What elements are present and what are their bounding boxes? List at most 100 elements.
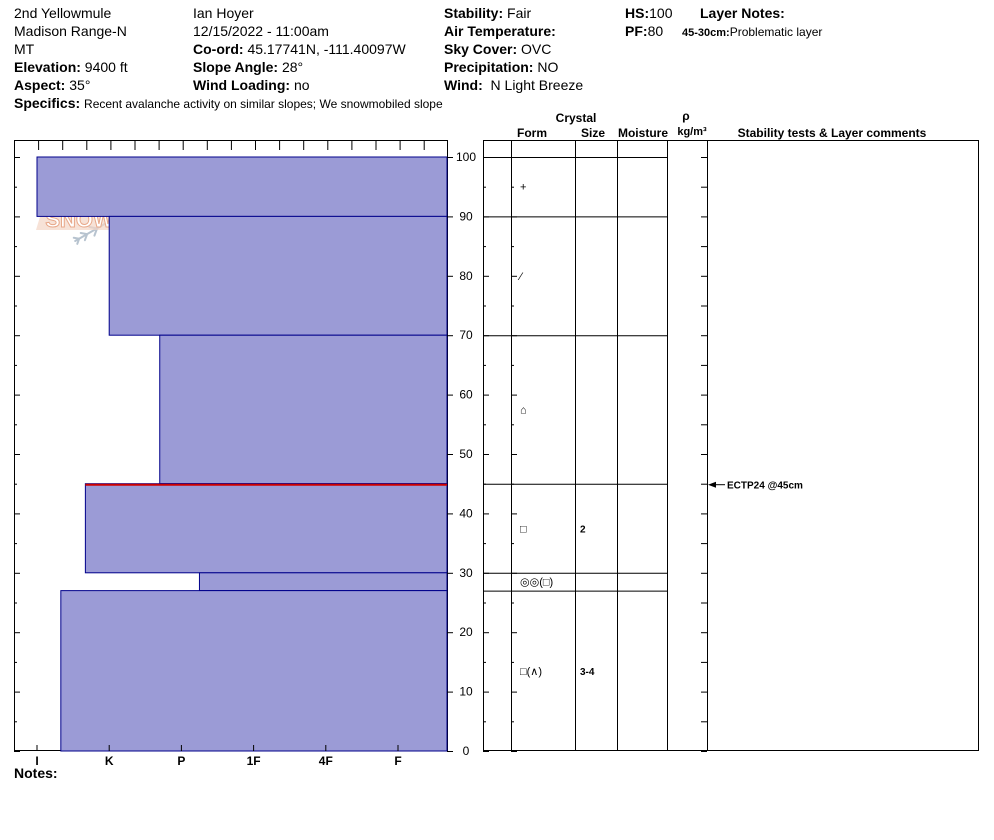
sky-cover: Sky Cover: OVC: [444, 40, 551, 58]
specifics-label: Specifics:: [14, 95, 81, 111]
table-layer-lines: [483, 157, 667, 592]
coordinates: Co-ord: 45.17741N, -111.40097W: [193, 40, 406, 58]
location-name: 2nd Yellowmule: [14, 5, 112, 21]
depth-axis-labels: 0 10 20 30 40 50 60 70 80 90 100: [447, 150, 476, 758]
state-name: MT: [14, 41, 35, 57]
slope-value: 28°: [281, 59, 304, 75]
elevation: Elevation: 9400 ft: [14, 58, 128, 76]
wind-value: N Light Breeze: [490, 77, 584, 93]
range-name: Madison Range-N: [14, 23, 127, 39]
slope-angle: Slope Angle: 28°: [193, 58, 303, 76]
hardness-layer-bar: [36, 156, 448, 217]
crystal-form-symbol: ⁄: [517, 271, 524, 283]
precip-value: NO: [537, 59, 559, 75]
wind-loading-label: Wind Loading:: [193, 77, 291, 93]
hardness-bars: [36, 156, 448, 752]
depth-label: 90: [459, 209, 473, 223]
precip-label: Precipitation:: [444, 59, 534, 75]
hardness-label: F: [394, 754, 401, 768]
depth-label: 10: [459, 685, 473, 699]
pf-label: PF:: [625, 23, 648, 39]
crystal-header: Crystal: [556, 111, 597, 125]
stability: Stability: Fair: [444, 4, 531, 22]
aspect-value: 35°: [69, 77, 91, 93]
hardness-layer-bar: [198, 572, 448, 592]
wind-label: Wind:: [444, 77, 483, 93]
wind-loading: Wind Loading: no: [193, 76, 310, 94]
depth-label: 0: [463, 744, 470, 758]
stability-label: Stability:: [444, 5, 504, 21]
hardness-layer-bar: [108, 215, 448, 336]
density-unit: kg/m³: [677, 126, 707, 138]
coord-label: Co-ord:: [193, 41, 244, 57]
density-symbol: ρ: [682, 109, 689, 123]
snow-height: HS:100: [625, 4, 672, 22]
stability-test-label: ECTP24 @45cm: [727, 481, 803, 492]
crystal-size-values: 2 3-4: [580, 524, 595, 678]
layer-note-text: Problematic layer: [729, 25, 823, 39]
stability-test-arrowhead: [708, 481, 716, 488]
crystal-form-symbol: +: [520, 182, 526, 194]
notes-label: Notes:: [14, 765, 58, 781]
depth-label: 30: [459, 566, 473, 580]
crystal-form-symbol: ⌂: [520, 404, 527, 416]
stability-header: Stability tests & Layer comments: [738, 126, 927, 140]
hardness-layer-bar: [60, 590, 448, 752]
aspect: Aspect: 35°: [14, 76, 90, 94]
depth-label: 50: [459, 447, 473, 461]
stability-value: Fair: [507, 5, 532, 21]
left-ticks: [14, 157, 20, 752]
crystal-form-symbol: □: [520, 523, 527, 535]
table-depth-ticks: [483, 157, 707, 752]
form-header: Form: [517, 126, 547, 140]
observer-name: Ian Hoyer: [193, 5, 254, 21]
sky-value: OVC: [521, 41, 552, 57]
pit-depth: PF:80: [625, 22, 663, 40]
specifics: Specifics: Recent avalanche activity on …: [14, 94, 448, 113]
specifics-value: Recent avalanche activity on similar slo…: [84, 97, 443, 111]
snowflake-branch: [83, 233, 89, 242]
crystal-form-symbols: + ⁄ ⌂ □ ◎◎(□) □(∧): [517, 182, 553, 678]
hardness-layer-bar: [159, 334, 448, 485]
elevation-label: Elevation:: [14, 59, 81, 75]
slope-label: Slope Angle:: [193, 59, 279, 75]
precipitation: Precipitation: NO: [444, 58, 558, 76]
size-header: Size: [581, 126, 605, 140]
depth-label: 40: [459, 506, 473, 520]
layer-notes-label: Layer Notes:: [700, 5, 785, 21]
depth-label: 80: [459, 269, 473, 283]
depth-label: 70: [459, 328, 473, 342]
elevation-value: 9400 ft: [84, 59, 128, 75]
sky-label: Sky Cover:: [444, 41, 518, 57]
depth-label: 60: [459, 388, 473, 402]
top-ticks: [14, 140, 425, 150]
hardness-label: 4F: [319, 754, 333, 768]
air-temp-label: Air Temperature:: [444, 23, 556, 39]
hardness-label: I: [35, 754, 38, 768]
air-temperature: Air Temperature:: [444, 22, 556, 40]
depth-label: 20: [459, 625, 473, 639]
layer-note-range: 45-30cm:: [682, 27, 730, 39]
profile-table-frame: [483, 140, 979, 751]
hardness-label: K: [105, 754, 114, 768]
coord-value: 45.17741N, -111.40097W: [247, 41, 406, 57]
hs-label: HS:: [625, 5, 650, 21]
wind: Wind: N Light Breeze: [444, 76, 583, 94]
stability-test-annotations: ECTP24 @45cm: [708, 481, 803, 492]
snowflake-branch: [79, 231, 89, 236]
pf-value: 80: [647, 23, 664, 39]
moisture-header: Moisture: [618, 126, 668, 140]
hardness-layer-bar: [84, 483, 448, 574]
aspect-label: Aspect:: [14, 77, 66, 93]
snowflake-branch: [72, 236, 81, 240]
hardness-label: P: [177, 754, 185, 768]
crystal-size: 2: [580, 524, 586, 535]
crystal-size: 3-4: [580, 667, 595, 678]
hs-value: 100: [649, 5, 673, 21]
crystal-form-symbol: □(∧): [520, 666, 542, 678]
wind-loading-value: no: [293, 77, 310, 93]
crystal-form-symbol: ◎◎(□): [520, 577, 553, 589]
observation-datetime: 12/15/2022 - 11:00am: [193, 23, 329, 39]
depth-label: 100: [456, 150, 476, 164]
